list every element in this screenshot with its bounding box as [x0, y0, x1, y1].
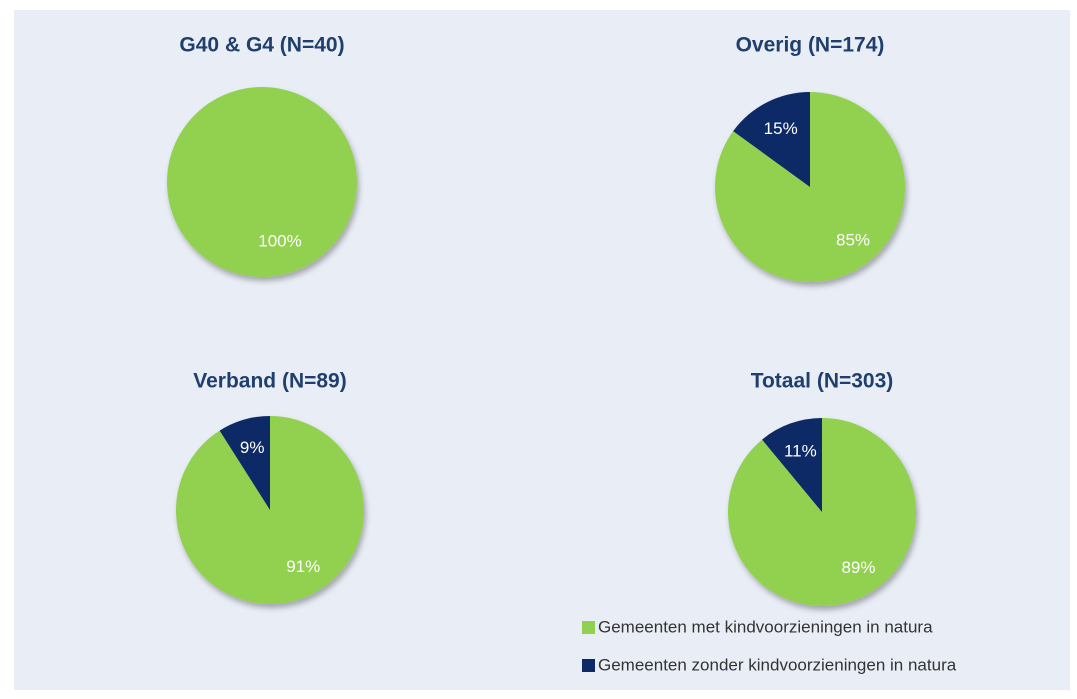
legend-label: Gemeenten zonder kindvoorzieningen in na…: [598, 655, 957, 674]
data-label: 9%: [240, 438, 265, 457]
data-label: 85%: [836, 231, 870, 250]
pie: [715, 92, 905, 283]
legend-swatch: [582, 659, 595, 672]
chart-title: G40 & G4 (N=40): [179, 34, 344, 57]
pie: [175, 416, 364, 604]
chart-title: Verband (N=89): [193, 370, 346, 393]
pie: [167, 87, 357, 277]
data-label: 100%: [258, 232, 301, 251]
data-label: 15%: [764, 119, 798, 138]
data-label: 11%: [784, 441, 817, 460]
pie-slice: [762, 418, 822, 512]
pie-slice: [175, 416, 364, 604]
pie: [728, 418, 916, 606]
pie-slice: [167, 87, 357, 277]
pie-slice: [715, 92, 905, 283]
data-label: 91%: [286, 557, 320, 576]
pie-slice: [219, 416, 270, 510]
legend-label: Gemeenten met kindvoorzieningen in natur…: [598, 617, 933, 636]
chart-title: Totaal (N=303): [751, 370, 894, 393]
pie-slice: [733, 92, 810, 187]
data-label: 89%: [841, 558, 875, 577]
background: [14, 10, 1070, 690]
chart-title: Overig (N=174): [736, 34, 885, 57]
legend-swatch: [582, 621, 595, 634]
